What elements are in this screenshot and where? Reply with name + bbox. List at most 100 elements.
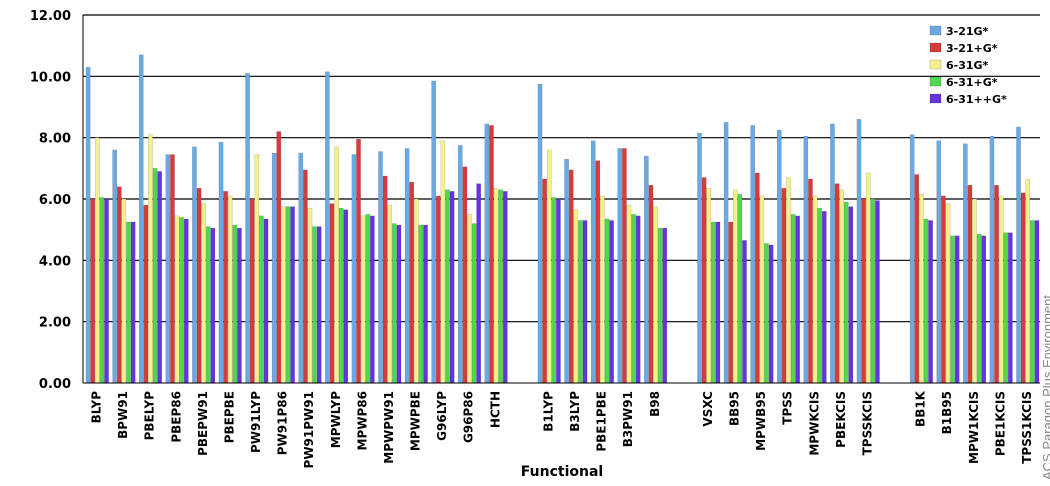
x-tick-label: MPWPW91 (382, 391, 396, 464)
x-tick-label: MPWPBE (409, 391, 423, 451)
bar (803, 135, 809, 384)
bar (928, 220, 933, 384)
bar (622, 148, 627, 384)
bar (861, 198, 866, 384)
bar (338, 207, 344, 384)
bar (457, 145, 463, 384)
bar (285, 206, 291, 384)
bar (435, 195, 441, 384)
bar (192, 146, 197, 384)
x-axis-title: Functional (521, 464, 603, 480)
bar (994, 184, 999, 384)
bar (653, 206, 658, 384)
bar (138, 54, 144, 384)
bar (954, 235, 960, 384)
bar (218, 142, 224, 384)
legend-swatch (929, 76, 942, 87)
x-tick-label: B3LYP (568, 391, 582, 432)
bar (365, 214, 371, 384)
bar (609, 220, 614, 384)
bar (626, 204, 632, 384)
bar (870, 198, 876, 384)
bar (249, 198, 255, 384)
bar (196, 188, 202, 384)
bar (834, 183, 840, 384)
bar (742, 240, 747, 384)
legend-swatch (929, 59, 942, 70)
bar (237, 227, 242, 384)
x-tick-label: G96LYP (435, 391, 449, 441)
bar (795, 215, 800, 384)
x-tick-label: BPW91 (116, 391, 130, 439)
legend-label: 6-31G* (946, 59, 989, 72)
bar (489, 125, 494, 384)
y-tick-label: 0.00 (39, 377, 71, 392)
x-tick-label: PW91P86 (276, 391, 290, 455)
bar (414, 198, 419, 384)
x-tick-label: MPWKCIS (807, 391, 821, 456)
bar (564, 158, 569, 384)
bar (183, 218, 189, 384)
x-tick-label: PBEPBE (222, 391, 236, 443)
bar (276, 131, 282, 384)
bar (568, 169, 574, 384)
bar (462, 166, 468, 384)
bar (821, 211, 827, 384)
bar (556, 198, 561, 384)
bar (972, 198, 977, 384)
bar (360, 215, 366, 384)
x-tick-label: BLYP (90, 391, 104, 424)
x-tick-label: MPWB95 (754, 391, 768, 451)
bar (471, 223, 477, 384)
bar (737, 194, 743, 384)
x-tick-label: TPSS1KCIS (1020, 391, 1034, 464)
y-tick-label: 6.00 (39, 193, 71, 208)
bar (662, 227, 668, 384)
bar (271, 152, 277, 384)
bar (152, 168, 158, 384)
bar (263, 218, 269, 384)
bar (356, 138, 361, 384)
bar (950, 235, 955, 384)
bar (201, 203, 206, 384)
bar (493, 188, 499, 384)
bar (307, 207, 313, 384)
bar (121, 198, 127, 384)
bar (112, 149, 117, 384)
bar (998, 195, 1004, 384)
bar (449, 191, 455, 384)
x-tick-label: B1B95 (940, 391, 954, 434)
bar (715, 221, 721, 384)
bar (440, 140, 446, 384)
bars (85, 54, 1040, 384)
bar (431, 80, 436, 384)
y-tick-label: 4.00 (39, 254, 71, 269)
y-tick-label: 12.00 (30, 9, 71, 24)
bar (259, 215, 264, 384)
bar (817, 207, 822, 384)
x-tick-label: MPWLYP (329, 391, 343, 448)
x-tick-label: PBE1KCIS (993, 391, 1007, 456)
bar (768, 244, 774, 384)
bar (604, 218, 610, 384)
bar (786, 177, 791, 384)
bar (723, 122, 729, 384)
bar (404, 148, 410, 384)
x-tick-label: TPSS (781, 391, 795, 425)
bar (728, 221, 733, 384)
bar (227, 195, 233, 384)
bar (776, 129, 782, 384)
bar (856, 119, 862, 384)
bar (126, 221, 131, 384)
x-tick-label: PBEP86 (169, 391, 183, 443)
bar (1008, 232, 1013, 384)
bar (143, 204, 149, 384)
bar (476, 183, 481, 384)
bar (542, 178, 547, 384)
bar (281, 206, 286, 384)
bar (697, 132, 702, 384)
x-tick-label: TPSSKCIS (860, 391, 874, 455)
bar (165, 154, 171, 384)
bar (537, 83, 543, 384)
y-tick-label: 10.00 (30, 70, 71, 85)
